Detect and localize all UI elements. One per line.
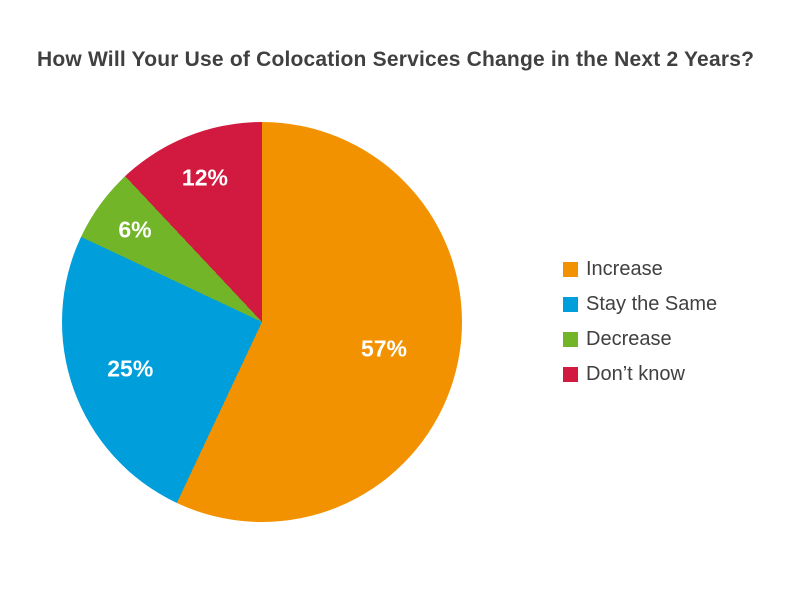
legend-label-stay-the-same: Stay the Same (586, 293, 718, 315)
legend-item-decrease: Decrease (563, 322, 717, 357)
legend-item-don-t-know: Don’t know (563, 357, 717, 392)
legend-item-increase: Increase (563, 252, 717, 287)
legend-swatch-stay-the-same (563, 297, 578, 312)
legend-item-stay-the-same: Stay the Same (563, 287, 717, 322)
legend-swatch-don-t-know (563, 367, 578, 382)
chart-title: How Will Your Use of Colocation Services… (37, 48, 755, 71)
legend-swatch-increase (563, 262, 578, 277)
legend: Increase Stay the Same Decrease Don’t know (563, 252, 717, 392)
pie-chart: 57% 25% 6% 12% (62, 122, 462, 522)
slice-label-increase: 57% (360, 335, 408, 362)
legend-label-decrease: Decrease (586, 328, 672, 350)
legend-label-increase: Increase (586, 258, 663, 280)
slice-label-don-t-know: 12% (181, 164, 228, 191)
legend-label-don-t-know: Don’t know (586, 363, 685, 385)
slice-label-decrease: 6% (118, 216, 152, 243)
slice-label-stay-the-same: 25% (107, 355, 154, 382)
legend-swatch-decrease (563, 332, 578, 347)
